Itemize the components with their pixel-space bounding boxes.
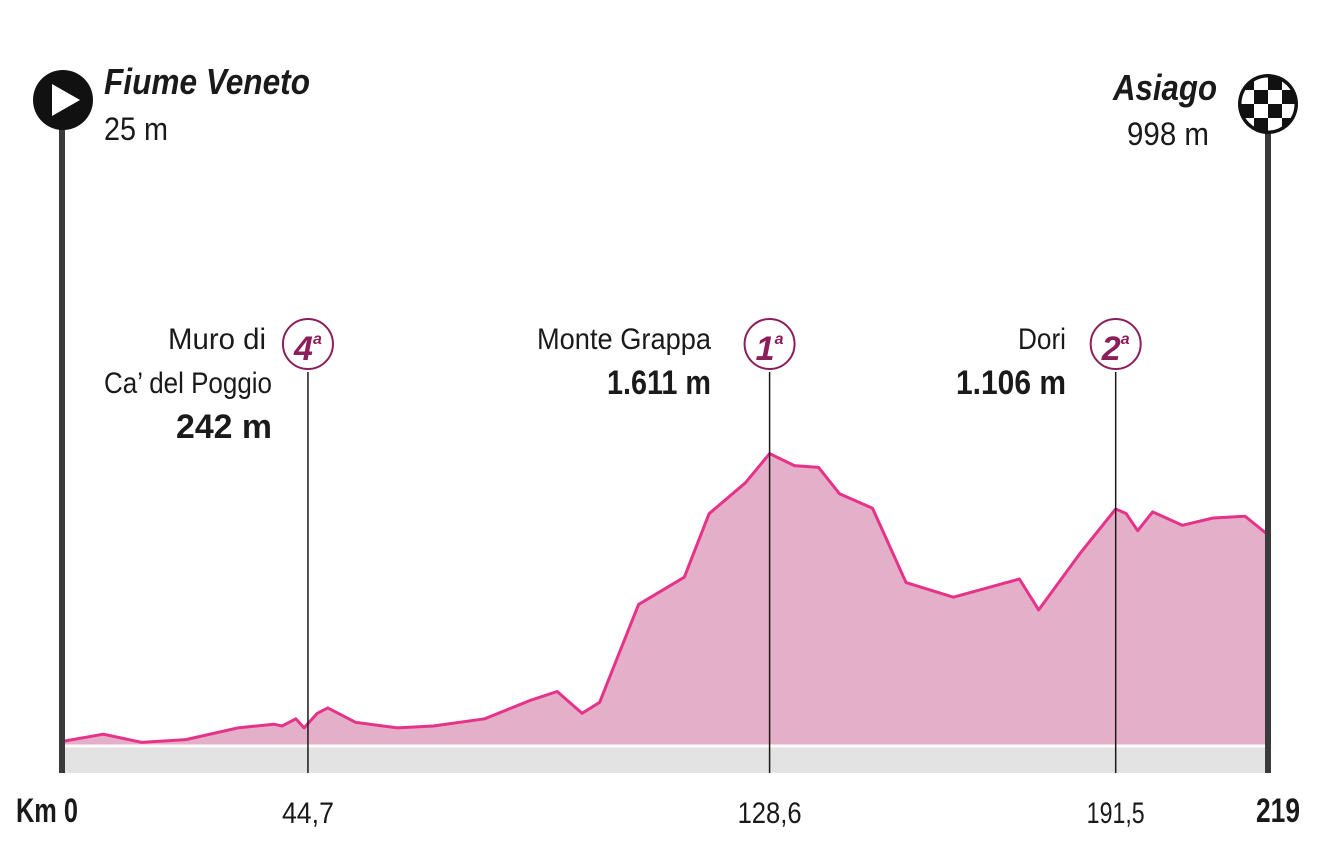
- category-suffix: a: [313, 331, 322, 348]
- category-number: 1a: [756, 330, 784, 368]
- finish-elevation: 998 m: [1127, 116, 1209, 152]
- category-digit: 2: [1101, 330, 1121, 368]
- category-suffix: a: [1121, 331, 1130, 348]
- category-number: 4a: [293, 330, 322, 368]
- category-badge: [281, 318, 334, 370]
- climb-elevation: 242 m: [176, 408, 272, 446]
- profile-line: [61, 452, 1268, 744]
- climb-km-label: 44,7: [282, 797, 334, 830]
- climb-elevation: 1.106 m: [956, 364, 1066, 402]
- category-digit: 1: [756, 330, 775, 368]
- start-elevation: 25 m: [104, 111, 168, 147]
- climb-name-line-1: Dori: [1018, 323, 1066, 356]
- category-badge: [743, 318, 796, 370]
- profile-area: [62, 453, 1267, 746]
- finish-name: Asiago: [1112, 67, 1217, 108]
- finish-checkered-flag-icon: [1238, 74, 1298, 134]
- climb-marker-muro-di-ca-del-poggio: 4a Muro di Ca’ del Poggio 242 m 44,7: [104, 318, 334, 830]
- ground-band: [62, 747, 1267, 773]
- climb-name-line-2: Ca’ del Poggio: [104, 367, 272, 400]
- climb-km-label: 191,5: [1087, 797, 1145, 830]
- climb-name-line-1: Muro di: [168, 323, 266, 356]
- climb-km-label: 128,6: [738, 797, 802, 830]
- km-finish-label: 219: [1256, 792, 1300, 830]
- start-play-icon: [33, 70, 93, 130]
- climb-name-line-1: Monte Grappa: [537, 323, 711, 356]
- category-suffix: a: [775, 331, 784, 348]
- climb-elevation: 1.611 m: [607, 364, 711, 402]
- category-digit: 4: [293, 330, 313, 368]
- category-number: 2a: [1101, 330, 1130, 368]
- climb-marker-monte-grappa: 1a Monte Grappa 1.611 m 128,6: [537, 318, 802, 830]
- km-start-label: Km 0: [16, 792, 78, 830]
- climb-marker-dori: 2a Dori 1.106 m 191,5: [956, 318, 1145, 830]
- category-badge: [1089, 318, 1142, 370]
- start-name: Fiume Veneto: [104, 61, 310, 102]
